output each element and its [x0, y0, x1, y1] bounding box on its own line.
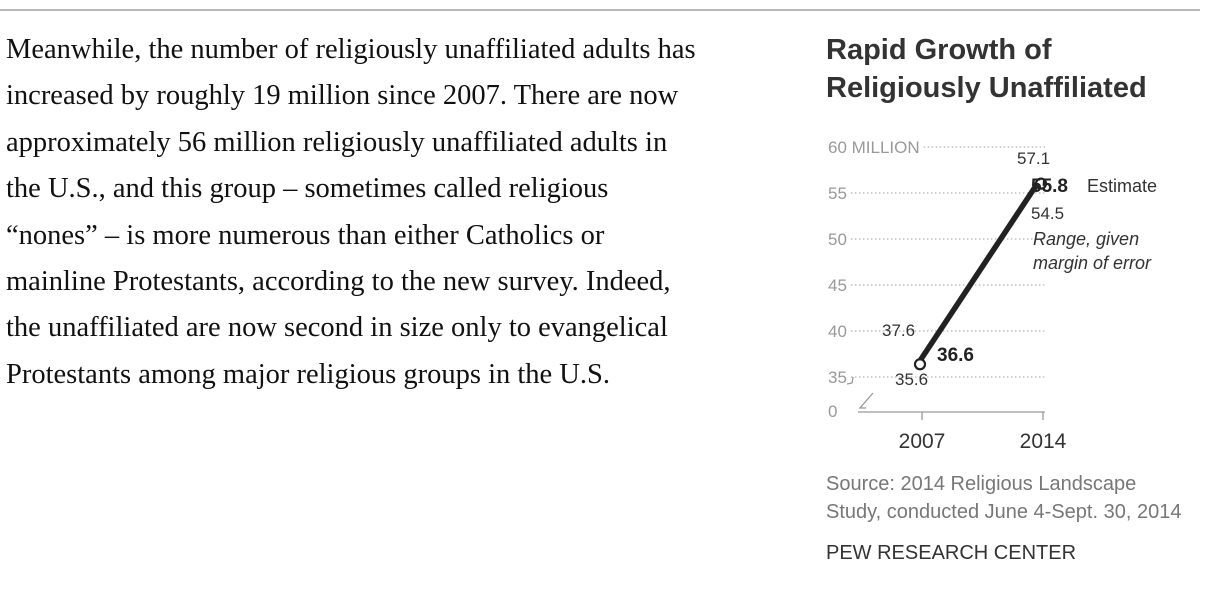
article-paragraph: Meanwhile, the number of religiously una… — [6, 34, 696, 390]
series-line — [914, 179, 1041, 369]
label-2014-estimate: 55.8 — [1031, 176, 1068, 197]
axis-break-mark — [858, 392, 874, 409]
data-point-2007 — [913, 358, 927, 371]
label-2007-high: 37.6 — [882, 321, 915, 340]
label-range-note: margin of error — [1033, 253, 1152, 273]
x-tick-label: 2014 — [1020, 430, 1067, 453]
y-tick-label: 35 — [828, 368, 847, 387]
label-2014-high: 57.1 — [1017, 149, 1050, 168]
y-tick-label: 40 — [828, 322, 847, 341]
y-tick-label: 45 — [828, 276, 847, 295]
chart-title: Rapid Growth of Religiously Unaffiliated — [826, 34, 1147, 104]
label-2007-estimate: 36.6 — [937, 345, 974, 366]
organization-credit: PEW RESEARCH CENTER — [826, 542, 1077, 564]
top-divider — [0, 9, 1200, 11]
label-estimate-note: Estimate — [1087, 176, 1157, 196]
chart-source: Source: 2014 Religious Landscape Study, … — [826, 473, 1182, 523]
article-body: Meanwhile, the number of religiously una… — [6, 27, 806, 398]
y-tick-label: 50 — [828, 230, 847, 249]
label-range-note: Range, given — [1033, 229, 1139, 249]
y-tick-label: 0 — [828, 402, 837, 421]
y-tick-label: 55 — [828, 184, 847, 203]
label-2007-low: 35.6 — [895, 370, 928, 389]
axis-break-mark — [846, 376, 854, 385]
label-2014-low: 54.5 — [1031, 204, 1064, 223]
x-tick-label: 2007 — [899, 430, 946, 453]
data-point-2014 — [1034, 177, 1048, 190]
y-tick-label: 60 MILLION — [828, 138, 920, 157]
